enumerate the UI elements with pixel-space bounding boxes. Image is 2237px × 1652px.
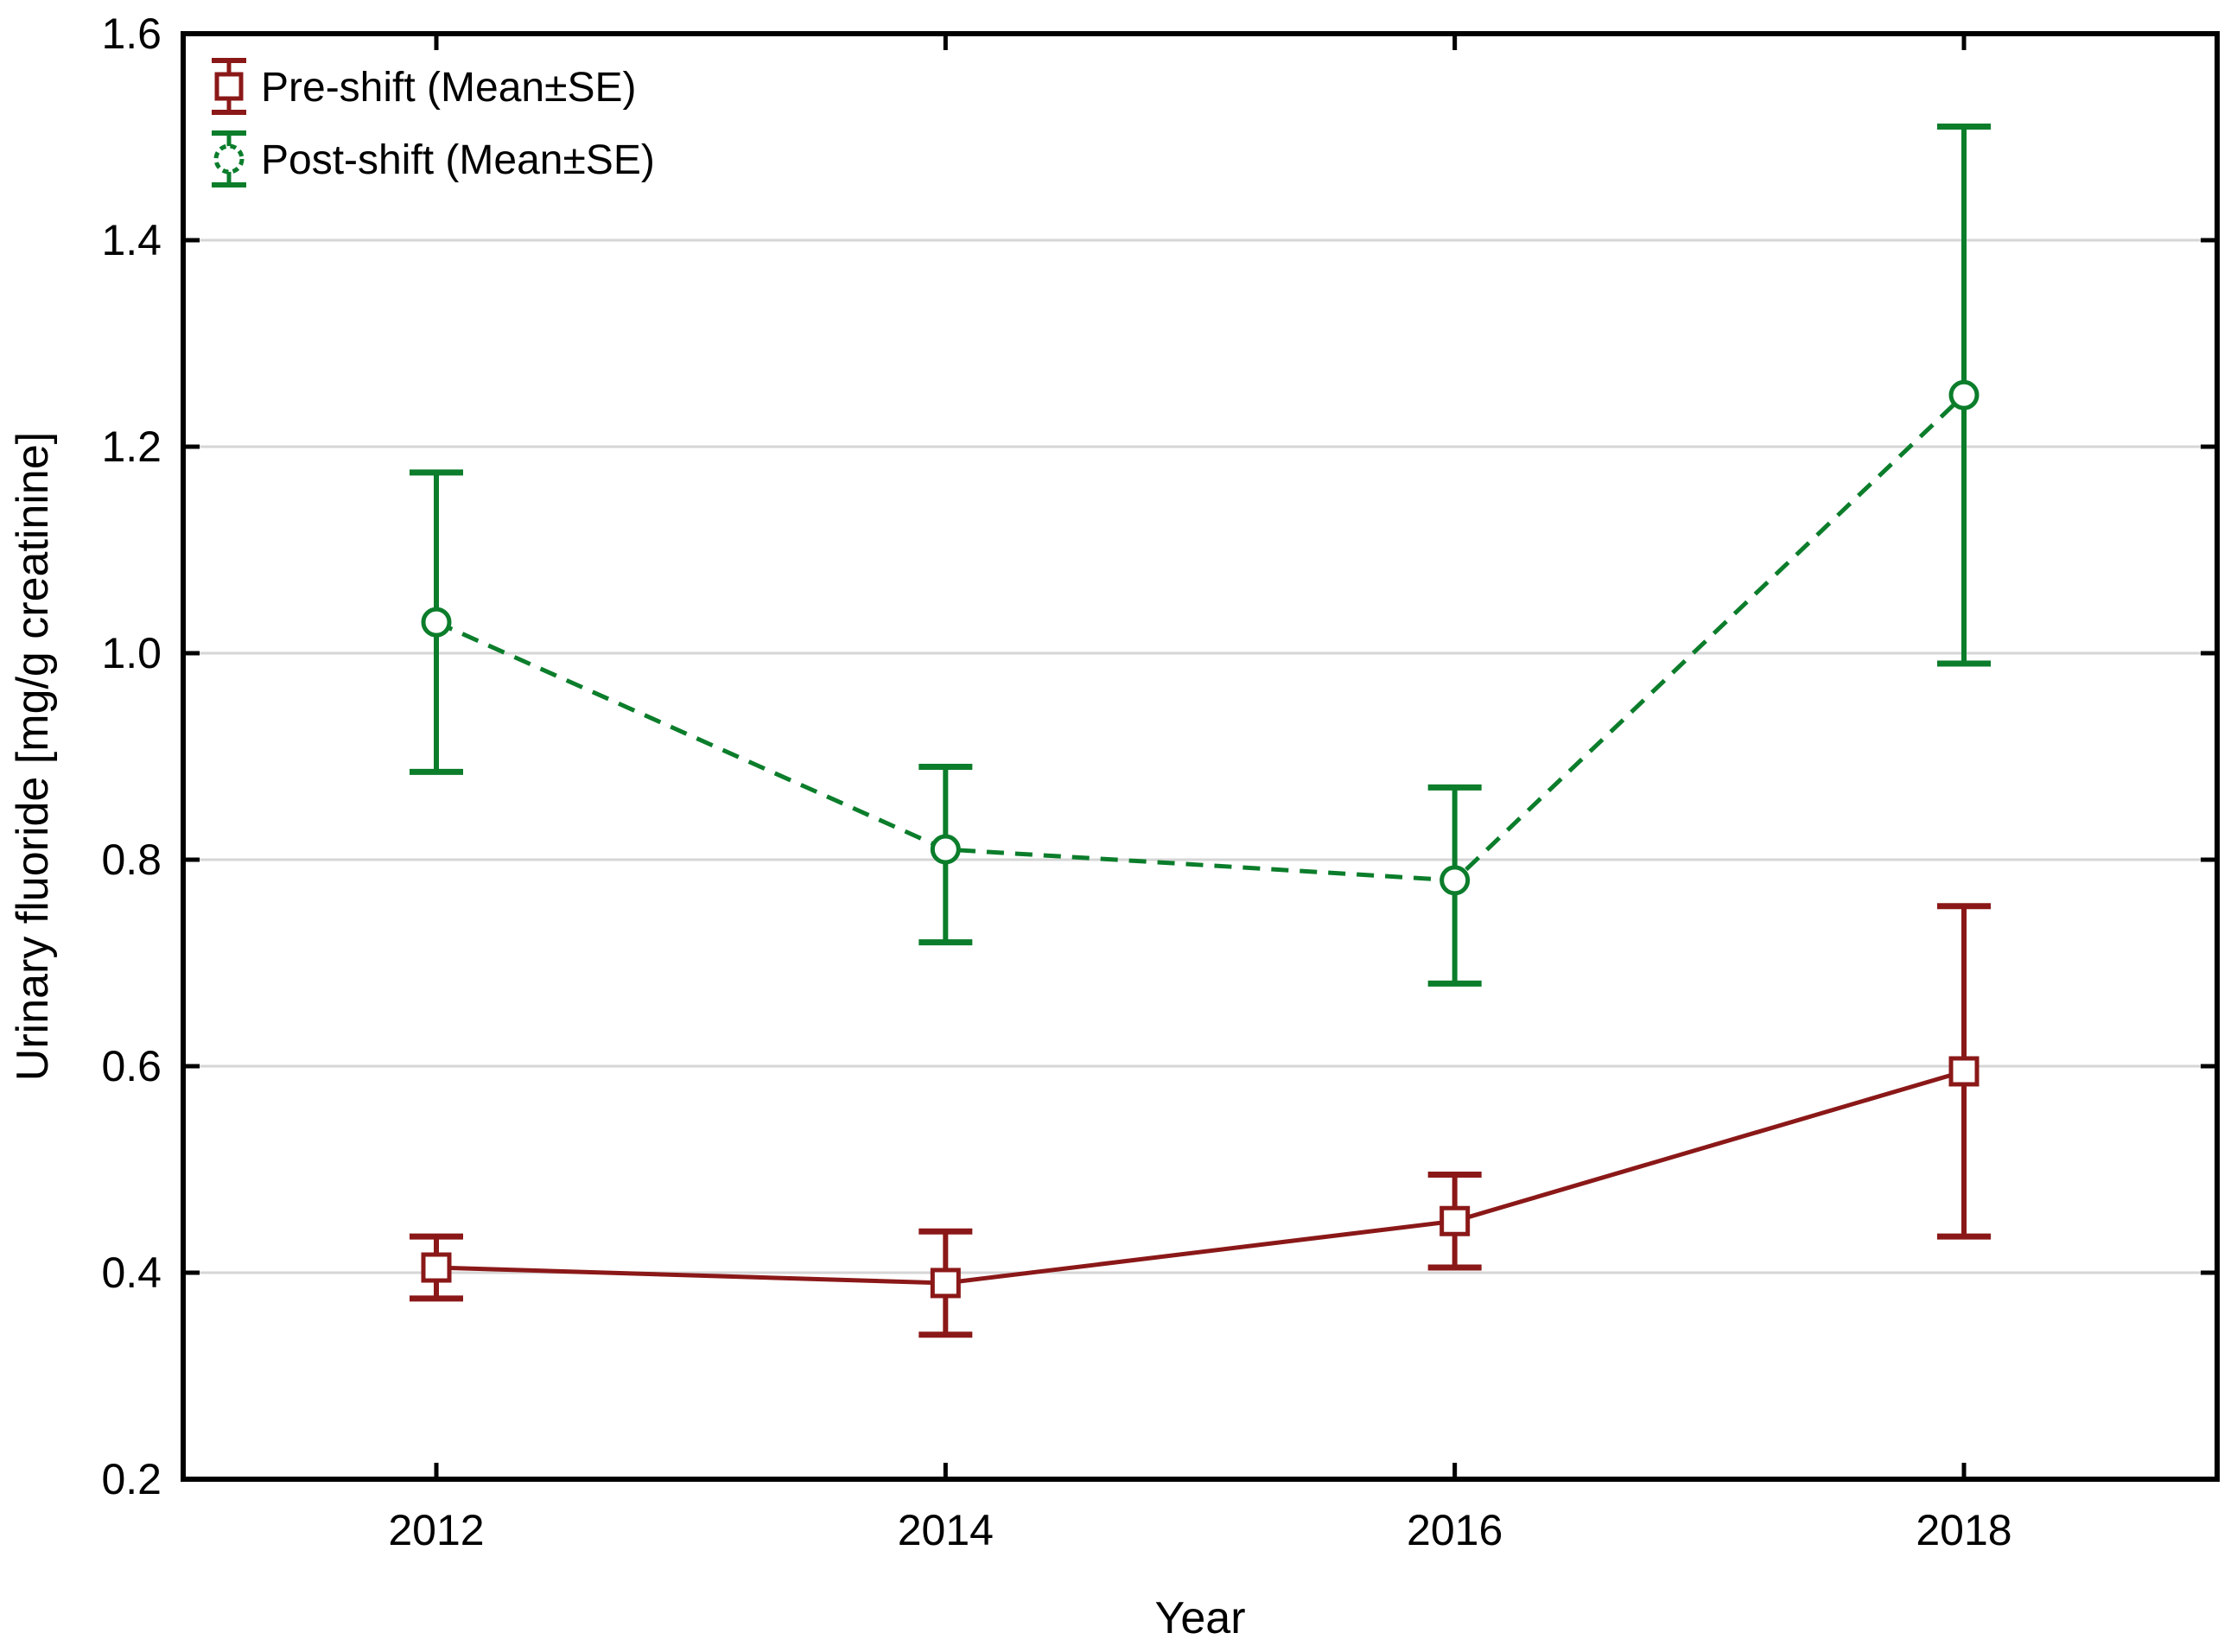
- circle-marker: [1948, 379, 1980, 410]
- y-axis-title: Urinary fluoride [mg/g creatinine]: [8, 432, 58, 1081]
- plot-frame: [181, 31, 2220, 1482]
- x-axis-title: Year: [1154, 1593, 1245, 1643]
- y-tick-label: 0.6: [101, 1042, 162, 1090]
- square-marker: [421, 1252, 452, 1283]
- x-tick-label: 2016: [1407, 1506, 1503, 1554]
- error-bar-0-3: [1937, 903, 1991, 1240]
- circle-marker: [930, 834, 961, 865]
- square-marker: [1439, 1205, 1471, 1236]
- error-bar-1-0: [410, 469, 463, 775]
- circle-marker: [421, 607, 452, 638]
- y-tick-label: 0.8: [101, 836, 162, 884]
- y-tick-label: 1.0: [101, 629, 162, 677]
- error-bar-0-0: [410, 1233, 463, 1302]
- y-tick-label: 0.2: [101, 1455, 162, 1503]
- error-bar-1-3: [1937, 124, 1991, 667]
- error-bar-1-2: [1427, 784, 1482, 987]
- y-tick-label: 1.6: [101, 10, 162, 58]
- square-marker: [930, 1268, 961, 1299]
- legend-item-0: Pre-shift (Mean±SE): [212, 58, 636, 115]
- legend-label: Pre-shift (Mean±SE): [261, 65, 636, 111]
- error-bar-0-2: [1427, 1171, 1482, 1271]
- y-tick-label: 1.4: [101, 216, 162, 264]
- legend-circle-marker: [213, 143, 245, 175]
- circle-marker: [1439, 865, 1471, 896]
- series-line-0: [435, 1069, 1965, 1286]
- x-tick-label: 2018: [1916, 1506, 2011, 1554]
- error-bar-1-1: [918, 763, 973, 946]
- x-tick-label: 2012: [388, 1506, 484, 1554]
- series-line-1: [435, 393, 1966, 883]
- legend-label: Post-shift (Mean±SE): [261, 137, 655, 183]
- legend-square-marker: [214, 72, 244, 101]
- x-tick-label: 2014: [898, 1506, 994, 1554]
- square-marker: [1948, 1056, 1980, 1087]
- legend-item-1: Post-shift (Mean±SE): [212, 130, 655, 187]
- legend: Pre-shift (Mean±SE) Post-shift (Mean±SE): [212, 58, 655, 187]
- y-tick-label: 0.4: [101, 1249, 162, 1297]
- error-bar-0-1: [918, 1228, 973, 1338]
- y-tick-label: 1.2: [101, 423, 162, 471]
